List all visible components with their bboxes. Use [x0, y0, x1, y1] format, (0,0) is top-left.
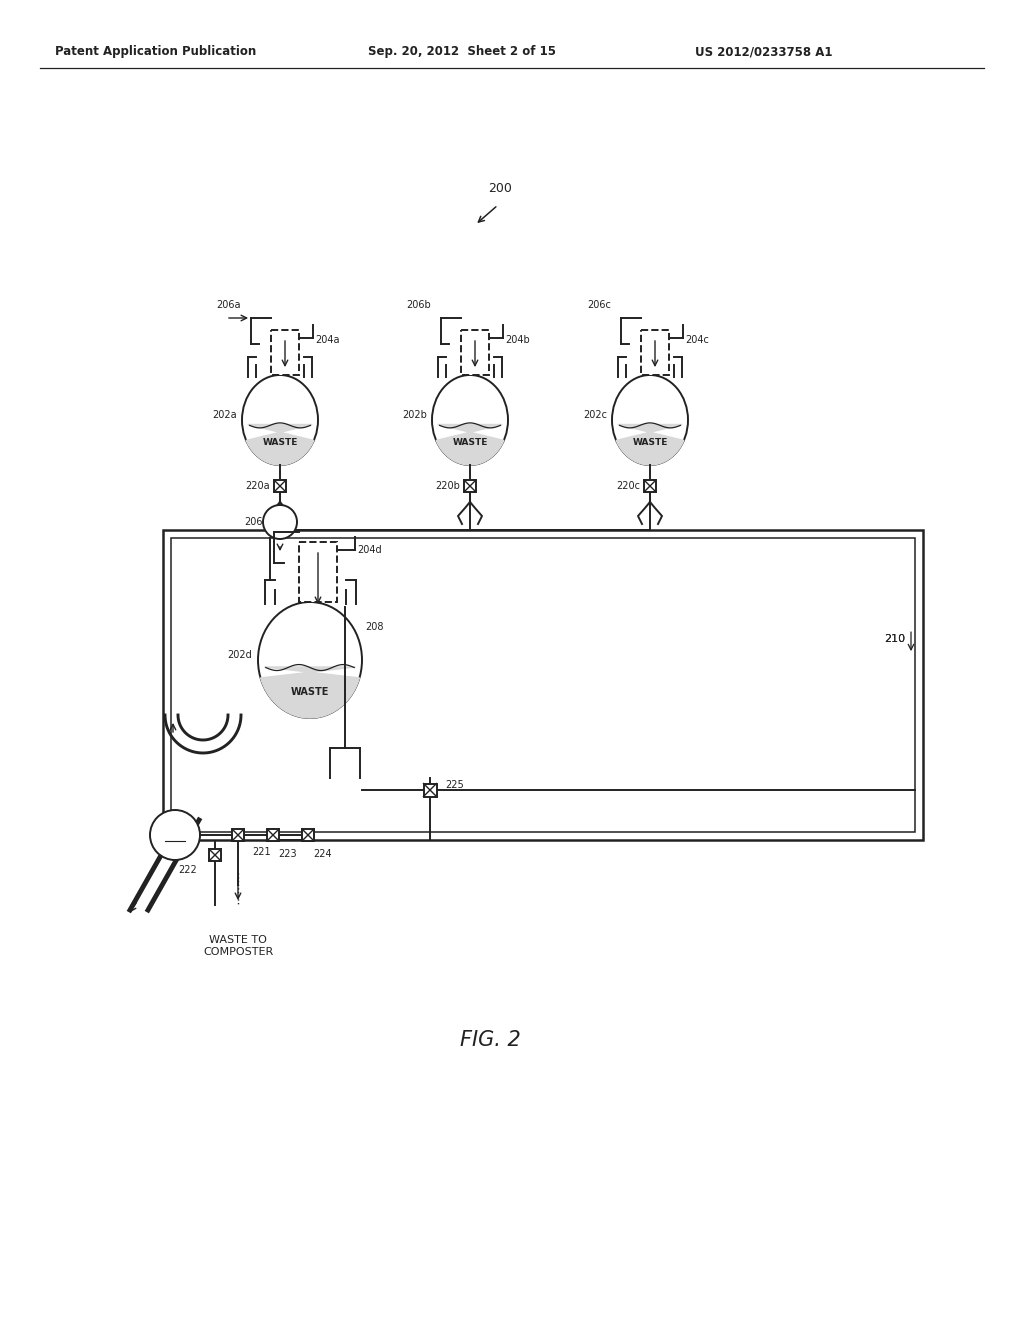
Text: 221: 221: [252, 847, 270, 857]
Text: WASTE: WASTE: [262, 438, 298, 447]
Text: Patent Application Publication: Patent Application Publication: [55, 45, 256, 58]
Bar: [271, 330, 299, 375]
Text: WASTE TO
COMPOSTER: WASTE TO COMPOSTER: [203, 935, 273, 957]
Ellipse shape: [612, 375, 688, 465]
Text: 206b: 206b: [407, 300, 431, 310]
Text: 204c: 204c: [685, 335, 709, 345]
Polygon shape: [246, 425, 314, 465]
Circle shape: [263, 506, 297, 539]
Text: 220a: 220a: [246, 480, 270, 491]
Bar: [232, 829, 244, 841]
Text: 210: 210: [884, 634, 905, 644]
Bar: [267, 829, 279, 841]
Text: 206d: 206d: [245, 517, 269, 527]
Bar: [163, 531, 923, 840]
Ellipse shape: [258, 602, 362, 718]
Text: WASTE: WASTE: [632, 438, 668, 447]
Text: 204d: 204d: [357, 545, 382, 554]
Text: Sep. 20, 2012  Sheet 2 of 15: Sep. 20, 2012 Sheet 2 of 15: [368, 45, 556, 58]
Polygon shape: [260, 667, 359, 718]
Polygon shape: [436, 425, 504, 465]
Text: 202a: 202a: [212, 411, 237, 420]
Bar: [274, 480, 286, 492]
Text: 204b: 204b: [505, 335, 529, 345]
Text: 223: 223: [278, 849, 297, 859]
Text: FIG. 2: FIG. 2: [460, 1030, 520, 1049]
Text: WASTE: WASTE: [291, 686, 329, 697]
Bar: [424, 784, 436, 796]
Text: 206c: 206c: [587, 300, 611, 310]
Bar: [464, 480, 476, 492]
Text: 225: 225: [445, 780, 464, 789]
Bar: [171, 539, 915, 832]
Bar: [644, 480, 656, 492]
Bar: [461, 330, 489, 375]
Text: 220b: 220b: [435, 480, 460, 491]
Ellipse shape: [242, 375, 318, 465]
Text: 220c: 220c: [616, 480, 640, 491]
Text: 204a: 204a: [315, 335, 340, 345]
Bar: [641, 330, 669, 375]
Text: 202b: 202b: [402, 411, 427, 420]
Text: 202c: 202c: [583, 411, 607, 420]
Text: 222: 222: [178, 865, 197, 875]
Polygon shape: [616, 425, 684, 465]
Text: 206a: 206a: [216, 300, 241, 310]
Text: 202d: 202d: [227, 649, 252, 660]
Text: 212: 212: [165, 830, 185, 840]
Text: 200: 200: [488, 182, 512, 195]
Circle shape: [150, 810, 200, 861]
Text: 224: 224: [313, 849, 332, 859]
Ellipse shape: [432, 375, 508, 465]
Bar: [302, 829, 314, 841]
Text: 210: 210: [884, 634, 905, 644]
Text: WASTE: WASTE: [453, 438, 487, 447]
Bar: [209, 849, 221, 861]
Text: US 2012/0233758 A1: US 2012/0233758 A1: [695, 45, 833, 58]
Bar: [299, 543, 337, 602]
Text: 208: 208: [365, 622, 384, 632]
